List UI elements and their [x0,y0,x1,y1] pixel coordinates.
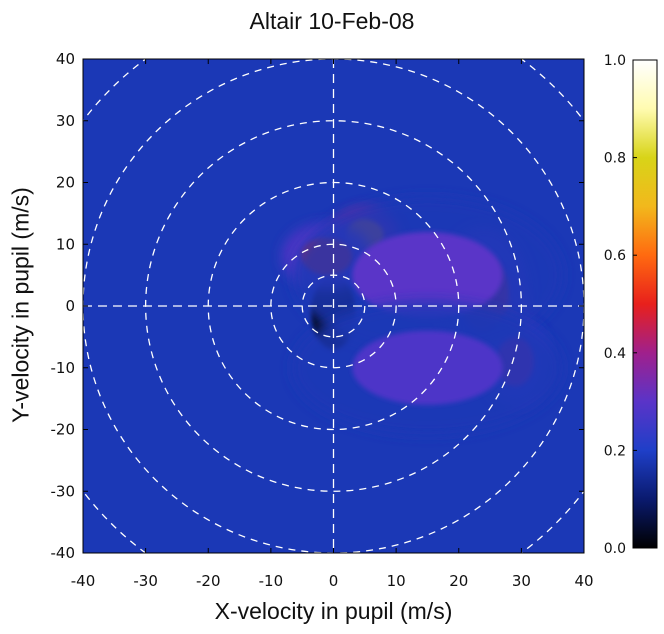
x-tick-label: -30 [133,572,158,590]
overlay-layer [83,59,584,553]
dashed-circle [207,181,460,431]
colorbar-tick-label: 1.0 [604,53,626,69]
colorbar-tick-label: 0.8 [604,151,626,167]
colorbar: 1.0 0.8 0.6 0.4 0.2 0.0 [604,53,658,557]
y-tick-label: 10 [56,235,75,253]
y-tick-label: 40 [56,50,75,68]
colorbar-gradient [632,59,658,549]
heatmap-peak [352,231,503,319]
colorbar-tick-label: 0.6 [604,248,626,264]
x-tick-label: -40 [71,572,96,590]
x-axis-label: X-velocity in pupil (m/s) [214,598,453,624]
x-tick-label: -10 [259,572,284,590]
colorbar-tick-label: 0.0 [604,541,626,557]
y-tick-label: -30 [51,482,76,500]
colorbar-tick-label: 0.4 [604,346,626,362]
x-tick-label: 40 [574,572,593,590]
x-tick-label: 30 [512,572,531,590]
y-tick-label: -10 [51,359,76,377]
x-axis: -40 -30 -20 -10 0 10 20 30 40 [71,59,594,590]
x-tick-label: 20 [449,572,468,590]
chart-title: Altair 10-Feb-08 [249,8,415,34]
heatmap-peak [352,330,503,405]
x-tick-label: 10 [387,572,406,590]
x-tick-label: 0 [329,572,339,590]
dashed-circle [144,120,523,492]
y-axis: 40 30 20 10 0 -10 -20 -30 -40 [51,50,584,562]
x-tick-label: -20 [196,572,221,590]
colorbar-tick-label: 0.2 [604,443,626,459]
y-tick-label: 0 [65,297,75,315]
y-tick-label: 20 [56,174,75,192]
dashed-circle [301,274,366,338]
y-tick-label: 30 [56,112,75,130]
y-tick-label: -40 [51,544,76,562]
y-tick-label: -20 [51,421,76,439]
y-axis-label: Y-velocity in pupil (m/s) [7,187,34,423]
dashed-circle [270,243,397,369]
